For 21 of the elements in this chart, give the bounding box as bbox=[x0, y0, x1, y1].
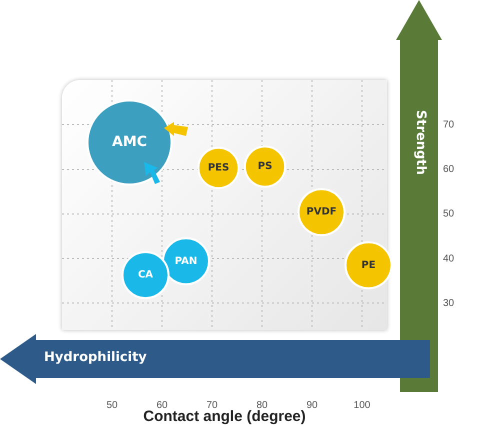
series-label: AMC bbox=[112, 134, 148, 150]
x-axis-title: Contact angle (degree) bbox=[143, 408, 306, 426]
x-tick-label: 70 bbox=[206, 400, 218, 411]
x-tick-label: 100 bbox=[354, 400, 371, 411]
x-tick-label: 50 bbox=[106, 400, 118, 411]
series-label: CA bbox=[138, 270, 154, 281]
y-tick-label: 40 bbox=[443, 253, 455, 264]
x-tick-label: 60 bbox=[156, 400, 168, 411]
text: Hydrophilicity bbox=[44, 350, 147, 365]
y-tick-label: 60 bbox=[443, 164, 455, 176]
x-tick-label: 90 bbox=[306, 400, 318, 411]
series-label: PVDF bbox=[306, 206, 337, 218]
series-label: PS bbox=[258, 161, 272, 172]
y-axis-title: Strength bbox=[413, 110, 428, 175]
series-label: PAN bbox=[174, 256, 198, 267]
y-tick-label: 50 bbox=[443, 208, 455, 220]
y-tick-label: 70 bbox=[443, 119, 455, 130]
series-label: PES bbox=[208, 162, 230, 174]
y-tick-label: 30 bbox=[443, 298, 455, 309]
x-tick-label: 80 bbox=[256, 400, 268, 411]
series-label: PE bbox=[361, 260, 376, 271]
